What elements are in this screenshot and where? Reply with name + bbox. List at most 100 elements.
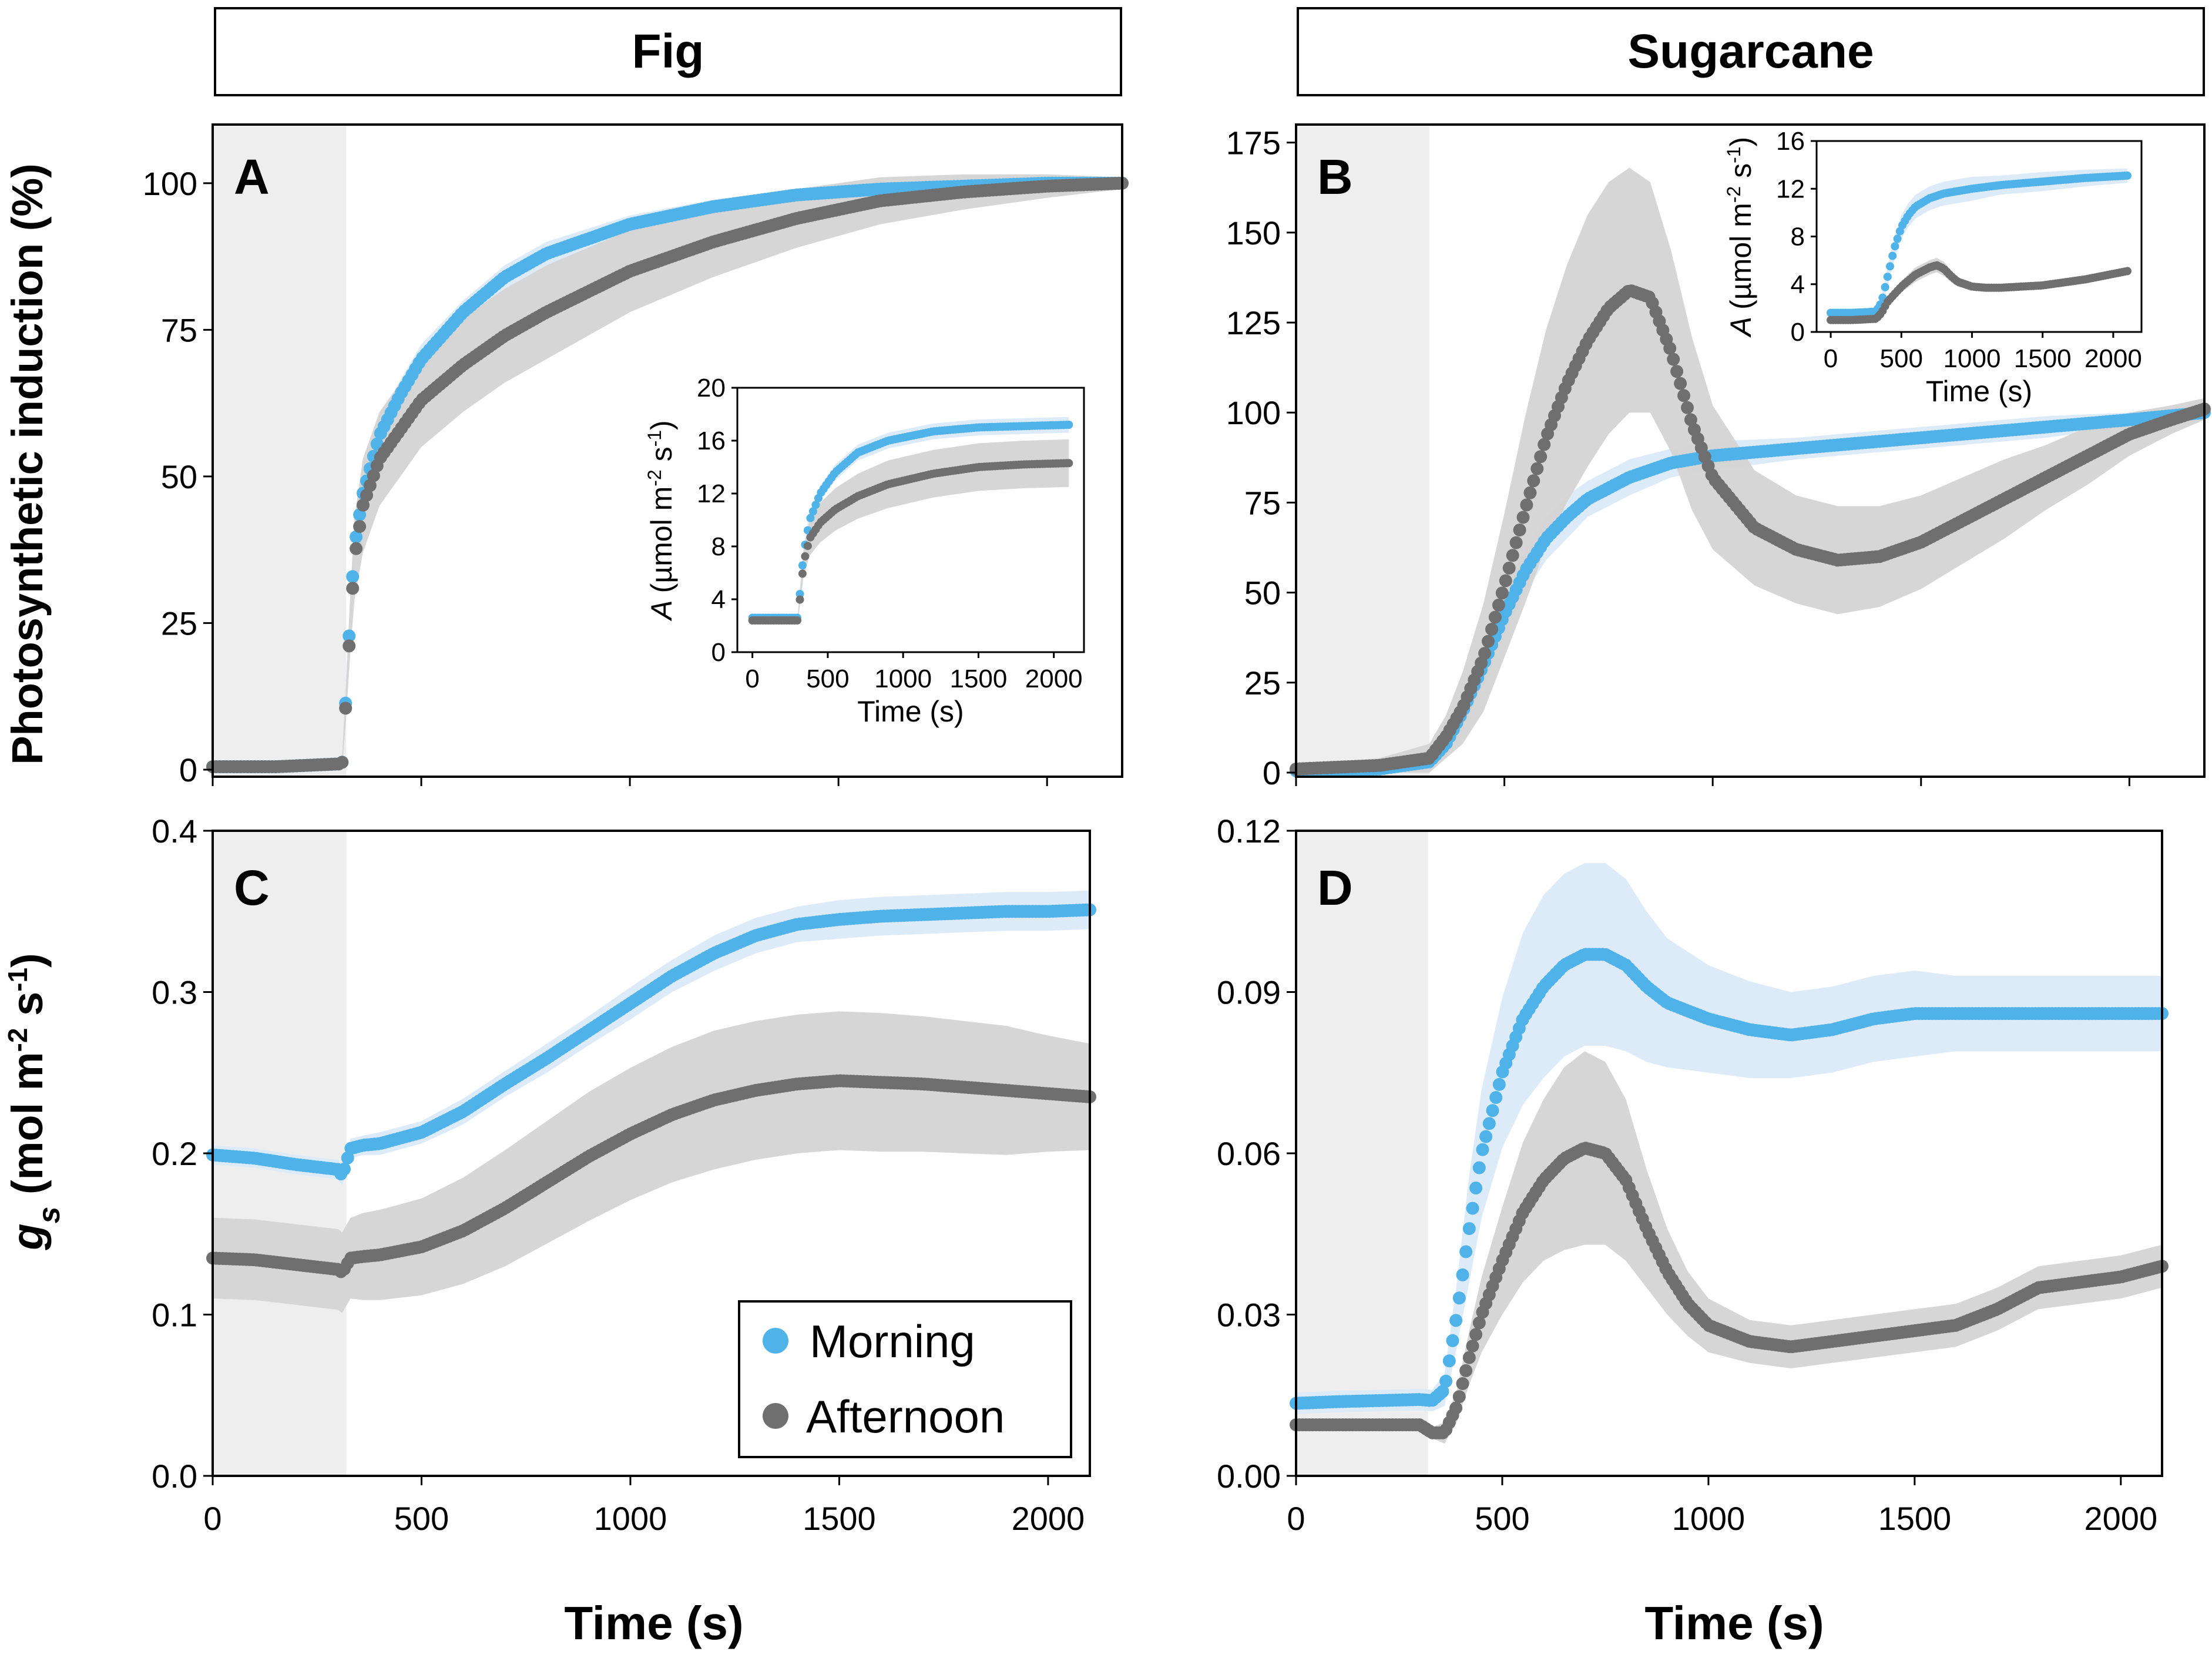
y-tick-label: 8 [1791, 223, 1805, 251]
afternoon-point [1677, 389, 1690, 402]
afternoon-point [335, 756, 349, 769]
morning-point [1449, 1314, 1463, 1327]
morning-point [1452, 1291, 1466, 1305]
x-tick-label: 500 [806, 664, 849, 693]
afternoon-point [1462, 1351, 1476, 1364]
afternoon-point [350, 542, 363, 555]
dark-period-shade [214, 126, 347, 776]
x-tick-label: 0 [203, 1500, 221, 1537]
morning-point [1891, 242, 1899, 251]
y-tick-label: 50 [1244, 575, 1281, 612]
inset-ylabel-unit: (µmol m [1724, 203, 1757, 310]
x-tick-label: 1000 [1944, 344, 2001, 373]
y-tick-label: 0.09 [1217, 974, 1281, 1011]
legend-box [738, 1300, 1072, 1458]
y-tick-label: 0 [1263, 754, 1281, 791]
plot-background [1296, 831, 2162, 1476]
morning-error-band [1831, 168, 2127, 317]
inset-ylabel-unit: (µmol m [645, 486, 678, 593]
panel-letter: B [1317, 149, 1353, 204]
morning-point [1462, 1222, 1476, 1236]
afternoon-point [1530, 462, 1544, 475]
inset-ylabel: A (µmol m-2 s-1) [644, 420, 678, 621]
afternoon-point [1065, 459, 1073, 468]
afternoon-point [2123, 267, 2132, 276]
y-tick-label: 20 [697, 374, 726, 402]
afternoon-series [1290, 1142, 2169, 1439]
y-tick-label: 150 [1226, 214, 1281, 251]
afternoon-point [1466, 1340, 1479, 1352]
inset-ylabel-exp2: -1 [1723, 146, 1744, 163]
morning-point [1489, 1091, 1503, 1104]
afternoon-point [1478, 647, 1492, 660]
gs-italic: g [3, 1224, 52, 1251]
fig-header-box [214, 7, 1122, 96]
afternoon-point [1472, 1316, 1486, 1330]
y-tick-label: 0.03 [1217, 1297, 1281, 1334]
sugarcane-header-box [1297, 7, 2205, 96]
afternoon-point [1681, 401, 1694, 414]
legend-swatch-afternoon [763, 1403, 788, 1429]
morning-error-band [1296, 862, 2162, 1414]
morning-series [206, 903, 1096, 1181]
afternoon-point [1459, 1364, 1473, 1377]
morning-point [1476, 1143, 1489, 1156]
afternoon-point [798, 569, 807, 578]
afternoon-series [748, 459, 1073, 625]
dark-period-shade [1297, 832, 1428, 1475]
afternoon-point [1684, 413, 1697, 427]
x-tick-label: 0 [745, 664, 759, 693]
dark-period-shade [1297, 126, 1429, 776]
morning-point [350, 530, 363, 543]
afternoon-point [1449, 1401, 1463, 1415]
inset-ylabel: A (µmol m-2 s-1) [1723, 137, 1757, 338]
afternoon-point [339, 702, 353, 715]
y-tick-label: 0.3 [152, 974, 197, 1011]
inset-ylabel-symbol: A [1724, 310, 1757, 338]
morning-point [338, 1162, 351, 1176]
x-tick-label: 1000 [594, 1500, 667, 1537]
inset-ylabel-exp1: -2 [1723, 186, 1744, 203]
y-tick-label: 50 [161, 458, 197, 495]
afternoon-point [1523, 486, 1537, 499]
afternoon-series [206, 1074, 1096, 1278]
morning-point [1883, 273, 1892, 281]
legend-swatch-morning [763, 1328, 788, 1354]
afternoon-point [1469, 1328, 1483, 1341]
x-tick-label: 500 [1475, 1500, 1529, 1537]
gs-unit-end: ) [3, 953, 52, 968]
morning-point [346, 570, 360, 583]
plot-frame [1295, 123, 2206, 778]
afternoon-point [346, 582, 360, 595]
morning-point [1888, 251, 1897, 260]
afternoon-point [1534, 450, 1548, 464]
y-tick-label: 12 [1776, 174, 1805, 203]
y-tick-label: 12 [697, 479, 726, 508]
panel-letter: A [234, 149, 270, 204]
afternoon-error-band [1296, 1051, 2162, 1444]
inset-ylabel-symbol: A [645, 593, 678, 621]
y-tick-label: 25 [161, 605, 197, 642]
y-tick-label: 125 [1226, 304, 1281, 341]
afternoon-point [1492, 598, 1505, 612]
afternoon-series [1827, 261, 2132, 324]
afternoon-point [1667, 353, 1680, 366]
morning-point [1442, 1354, 1456, 1368]
top-ylabel: Photosynthetic induction (%) [3, 163, 52, 765]
afternoon-point [803, 542, 812, 551]
afternoon-point [1485, 623, 1498, 636]
inset-ylabel-exp2: -1 [644, 430, 665, 447]
x-tick-label: 1000 [1672, 1500, 1746, 1537]
afternoon-point [1495, 586, 1509, 600]
afternoon-point [363, 479, 377, 492]
afternoon-point [343, 639, 356, 653]
y-tick-label: 0.4 [152, 813, 197, 850]
y-tick-label: 16 [1776, 127, 1805, 156]
gs-subscript: s [32, 1207, 66, 1224]
morning-point [1482, 1117, 1496, 1130]
afternoon-point [1456, 1377, 1469, 1390]
afternoon-point [795, 595, 804, 604]
afternoon-point [360, 489, 373, 502]
afternoon-point [353, 520, 367, 533]
